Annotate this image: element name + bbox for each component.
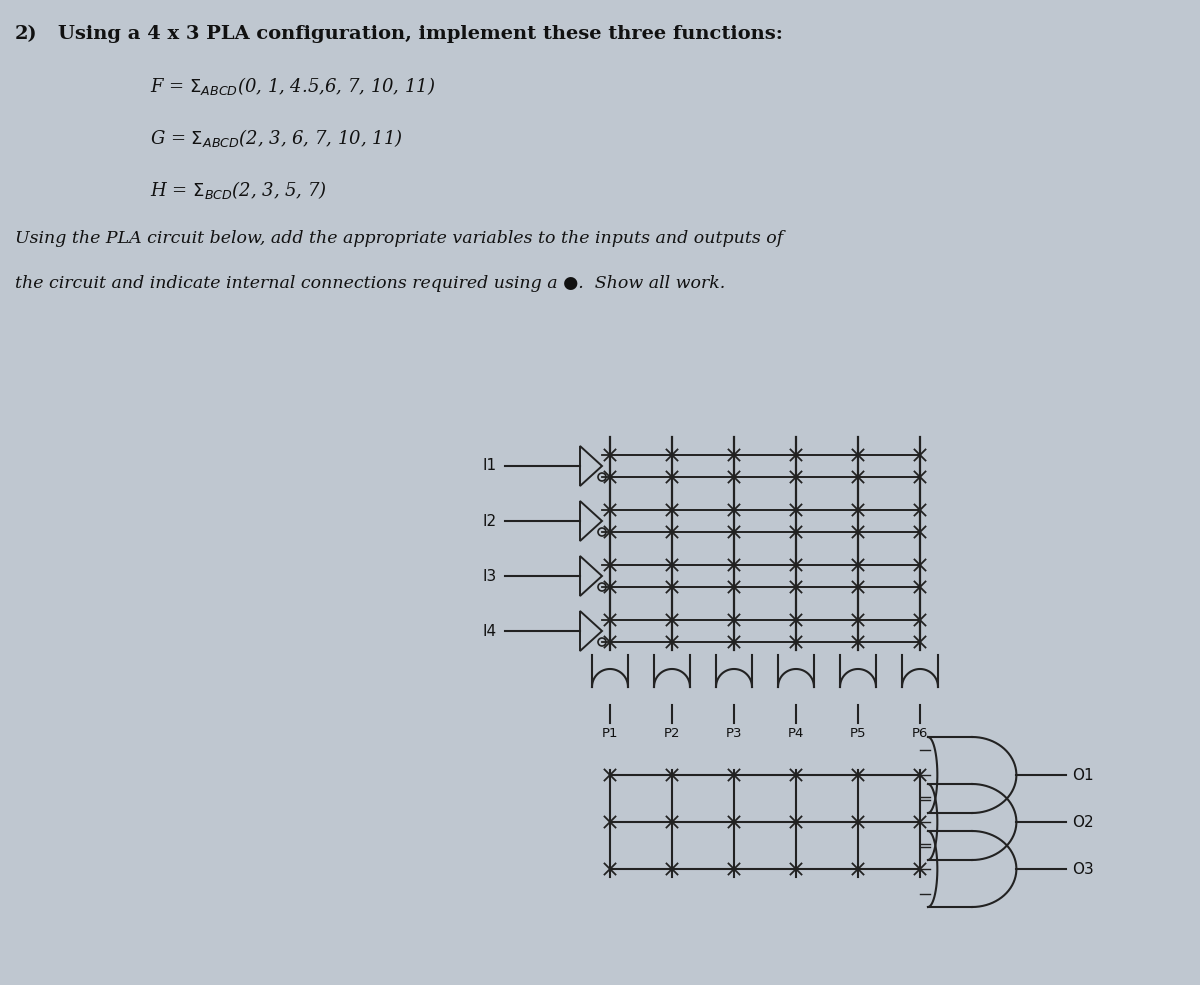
Text: P6: P6 [912,727,928,740]
Text: the circuit and indicate internal connections required using a ●.  Show all work: the circuit and indicate internal connec… [14,275,725,292]
Text: P5: P5 [850,727,866,740]
Text: I1: I1 [482,458,497,474]
Text: P4: P4 [788,727,804,740]
Text: I3: I3 [482,568,497,583]
Text: I4: I4 [482,624,497,638]
Text: Using a 4 x 3 PLA configuration, implement these three functions:: Using a 4 x 3 PLA configuration, impleme… [58,25,782,43]
Text: Using the PLA circuit below, add the appropriate variables to the inputs and out: Using the PLA circuit below, add the app… [14,230,784,247]
Text: 2): 2) [14,25,37,43]
Text: P2: P2 [664,727,680,740]
Text: O3: O3 [1073,862,1094,877]
Text: H = $\Sigma_{BCD}$(2, 3, 5, 7): H = $\Sigma_{BCD}$(2, 3, 5, 7) [150,179,328,201]
Text: P3: P3 [726,727,743,740]
Text: O1: O1 [1073,767,1094,782]
Text: G = $\Sigma_{ABCD}$(2, 3, 6, 7, 10, 11): G = $\Sigma_{ABCD}$(2, 3, 6, 7, 10, 11) [150,127,403,149]
Text: O2: O2 [1073,815,1094,829]
Text: P1: P1 [601,727,618,740]
Text: F = $\Sigma_{ABCD}$(0, 1, 4.5,6, 7, 10, 11): F = $\Sigma_{ABCD}$(0, 1, 4.5,6, 7, 10, … [150,75,436,97]
Text: I2: I2 [482,513,497,529]
